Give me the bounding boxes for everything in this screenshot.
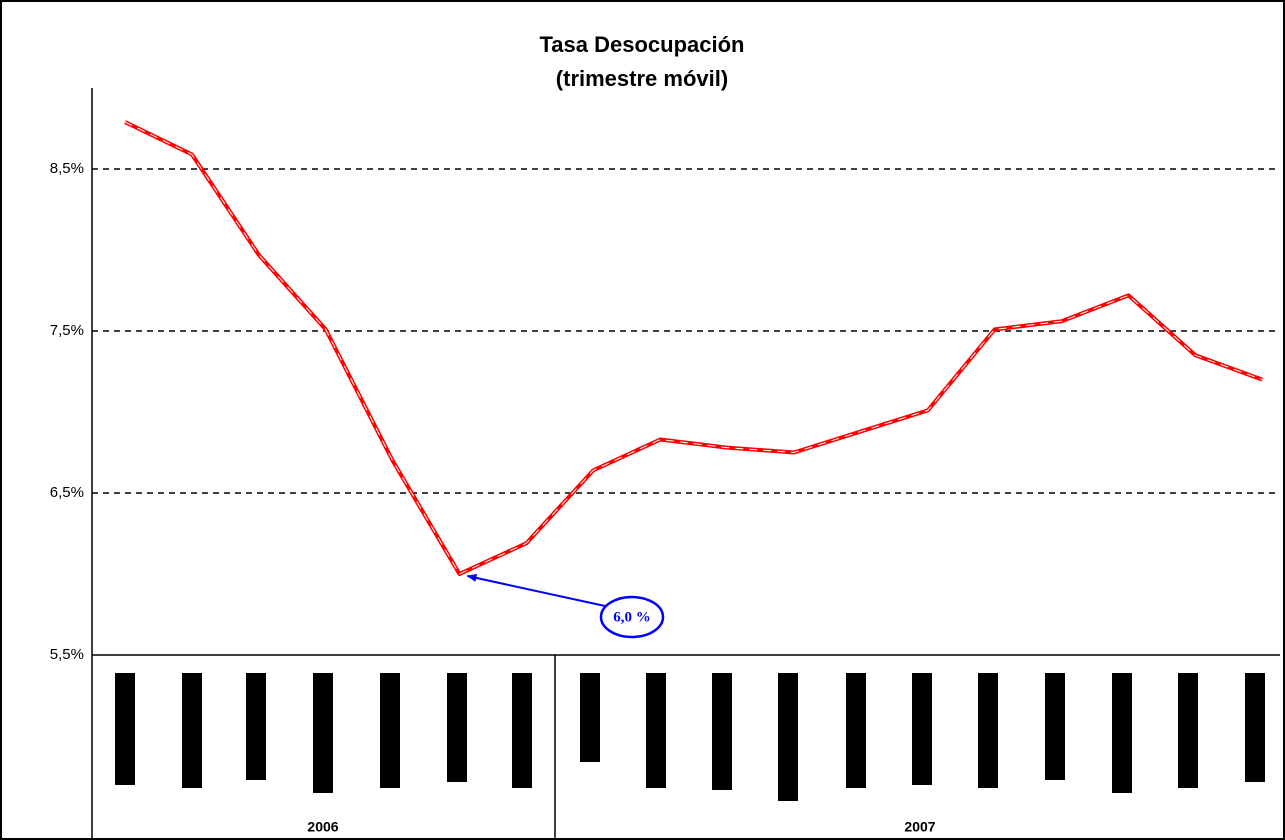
y-tick-label: 5,5% xyxy=(50,646,84,663)
annotation: 6,0 % xyxy=(613,609,651,625)
group-label: 2007 xyxy=(904,819,935,835)
chart-title: Tasa Desocupación xyxy=(540,32,745,57)
group-label: 2006 xyxy=(307,819,338,835)
annotation-ellipse xyxy=(599,595,665,639)
category-label-blocks xyxy=(115,673,1265,801)
annotation-arrow xyxy=(466,574,606,607)
y-tick-label: 6,5% xyxy=(50,484,84,501)
y-tick-label: 8,5% xyxy=(50,160,84,177)
line-dash xyxy=(124,121,1263,575)
y-tick-label: 7,5% xyxy=(50,322,84,339)
chart-subtitle: (trimestre móvil) xyxy=(556,66,728,91)
